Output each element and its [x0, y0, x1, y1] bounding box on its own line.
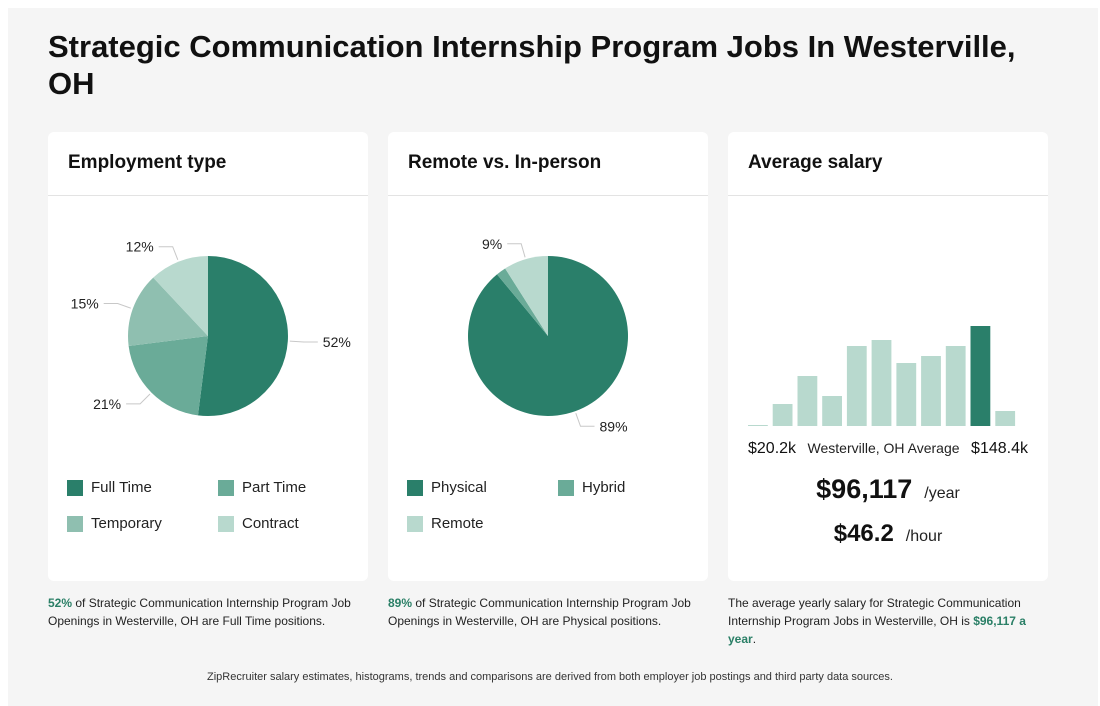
- legend-label: Part Time: [242, 479, 307, 496]
- legend-label: Remote: [431, 515, 484, 532]
- legend-contract: Contract: [218, 515, 299, 532]
- legend-swatch: [67, 479, 83, 496]
- caption-text: The average yearly salary for Strategic …: [728, 596, 1021, 628]
- histogram-bar: [945, 346, 966, 426]
- legend-swatch: [218, 515, 234, 532]
- caption-text: of Strategic Communication Internship Pr…: [48, 596, 351, 628]
- legend-label: Hybrid: [582, 479, 626, 496]
- histogram-bar: [772, 404, 793, 426]
- legend-swatch: [67, 515, 83, 532]
- legend-swatch: [558, 479, 574, 496]
- pie-leader-line: [103, 303, 131, 309]
- salary-histogram: [748, 326, 1016, 426]
- pie-value-label-physical: 89%: [600, 418, 628, 434]
- pie-leader-line: [158, 246, 179, 260]
- histogram-bar: [797, 376, 818, 426]
- caption-text: of Strategic Communication Internship Pr…: [388, 596, 691, 628]
- histogram-bar: [822, 396, 842, 426]
- pie-leader-line: [575, 413, 595, 427]
- pie-leader-line: [289, 340, 318, 343]
- remote-vs-in-person-card: Remote vs. In-person 89% 9% Physical Hybr…: [388, 132, 708, 581]
- salary-min: $20.2k: [748, 440, 797, 457]
- salary-max: $148.4k: [971, 440, 1028, 457]
- employment-type-caption: 52% of Strategic Communication Internshi…: [48, 594, 368, 630]
- employment-type-pie-chart: 52% 21% 15% 12%: [71, 239, 351, 416]
- employment-type-card: Employment type 52% 21% 15% 12% Full Time P…: [48, 132, 368, 581]
- legend-label: Full Time: [91, 479, 152, 496]
- pie-leader-line: [507, 243, 526, 258]
- card-divider: [388, 195, 708, 196]
- salary-average-label: Westerville, OH Average: [807, 440, 960, 456]
- histogram-bar: [995, 411, 1016, 426]
- legend-remote: Remote: [407, 515, 484, 532]
- legend-label: Physical: [431, 479, 487, 496]
- pie-value-label-contract: 12%: [126, 239, 154, 255]
- pie-slice-contract: [153, 256, 208, 336]
- legend-swatch: [218, 479, 234, 496]
- legend-label: Temporary: [91, 515, 162, 532]
- histogram-bar: [921, 356, 941, 426]
- yearly-salary: $96,117 /year: [728, 474, 1048, 505]
- average-salary-card: Average salary $20.2k Westerville, OH Av…: [728, 132, 1048, 581]
- caption-text-end: .: [752, 632, 757, 646]
- remote-vs-in-person-caption: 89% of Strategic Communication Internshi…: [388, 594, 708, 630]
- legend-swatch: [407, 515, 423, 532]
- legend-hybrid: Hybrid: [558, 479, 625, 496]
- histogram-bar-average: [970, 326, 991, 426]
- caption-highlight: $96,117 a year: [728, 614, 1026, 646]
- yearly-salary-unit: /year: [924, 485, 960, 502]
- pie-slice-physical: [468, 256, 629, 416]
- yearly-salary-value: $96,117: [816, 474, 913, 504]
- pie-leader-line: [126, 393, 151, 405]
- legend-label: Contract: [242, 515, 299, 532]
- legend-swatch: [407, 479, 423, 496]
- caption-highlight: 89%: [388, 596, 413, 610]
- pie-value-label-remote: 9%: [482, 236, 502, 252]
- pie-slice-full-time: [197, 256, 288, 416]
- hourly-salary: $46.2 /hour: [728, 520, 1048, 548]
- histogram-bar: [896, 363, 917, 426]
- histogram-bar: [748, 425, 768, 426]
- hourly-salary-value: $46.2: [833, 520, 894, 547]
- legend-physical: Physical: [407, 479, 487, 496]
- legend-part-time: Part Time: [218, 479, 306, 496]
- pie-slice-hybrid: [497, 268, 548, 336]
- pie-slice-part-time: [128, 336, 208, 416]
- footer-note: ZipRecruiter salary estimates, histogram…: [207, 671, 893, 683]
- pie-slice-remote: [505, 256, 548, 336]
- page-title: Strategic Communication Internship Progr…: [48, 29, 1016, 101]
- average-salary-title: Average salary: [748, 152, 883, 173]
- employment-type-title: Employment type: [68, 152, 227, 173]
- pie-value-label-temporary: 15%: [71, 296, 99, 312]
- legend-full-time: Full Time: [67, 479, 152, 496]
- card-divider: [48, 195, 368, 196]
- legend-temporary: Temporary: [67, 515, 162, 532]
- hourly-salary-unit: /hour: [905, 528, 943, 545]
- caption-highlight: 52%: [48, 596, 73, 610]
- card-divider: [728, 195, 1048, 196]
- histogram-bar: [846, 346, 867, 426]
- remote-vs-in-person-title: Remote vs. In-person: [408, 152, 602, 173]
- remote-vs-in-person-pie-chart: 89% 9%: [468, 236, 629, 434]
- pie-value-label-full-time: 52%: [323, 334, 351, 350]
- histogram-bar: [871, 340, 892, 426]
- pie-slice-temporary: [127, 277, 208, 347]
- average-salary-caption: The average yearly salary for Strategic …: [728, 594, 1048, 648]
- salary-range: $20.2k Westerville, OH Average $148.4k: [748, 440, 1028, 458]
- pie-value-label-part-time: 21%: [93, 396, 121, 412]
